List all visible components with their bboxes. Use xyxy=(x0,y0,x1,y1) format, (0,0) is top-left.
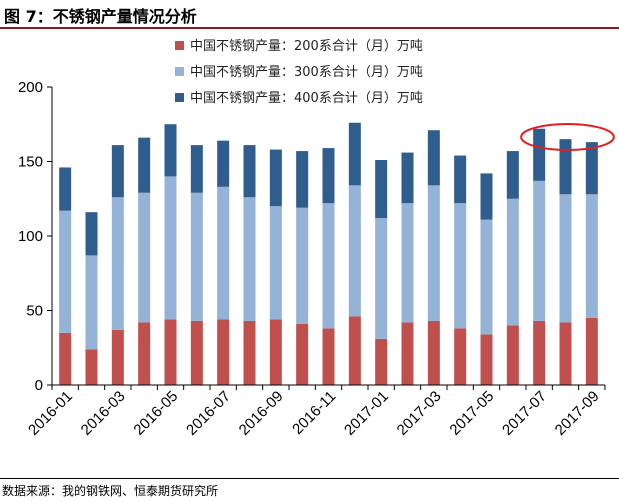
figure-source: 数据来源：我的钢铁网、恒泰期货研究所 xyxy=(2,484,219,498)
bar-2016-11-series-1 xyxy=(322,328,335,385)
bar-2017-07-series-3 xyxy=(533,128,546,181)
source-divider xyxy=(0,478,619,479)
bar-2016-02-series-3 xyxy=(85,212,98,256)
bar-2017-09-series-2 xyxy=(585,194,598,318)
bar-series xyxy=(59,122,598,385)
bar-2016-06-series-2 xyxy=(190,192,203,321)
legend-swatch-1 xyxy=(175,41,184,50)
bar-2017-06-series-3 xyxy=(506,151,519,199)
bar-2017-02-series-2 xyxy=(401,203,414,323)
bar-2016-04-series-2 xyxy=(138,192,151,323)
bar-2016-03-series-2 xyxy=(111,197,124,330)
bar-2017-01-series-1 xyxy=(375,338,388,385)
bar-2016-01-series-3 xyxy=(59,167,72,211)
bar-2016-06-series-3 xyxy=(190,145,203,193)
bar-2017-08-series-2 xyxy=(559,194,572,323)
bar-2016-10-series-1 xyxy=(296,323,309,385)
x-tick-label-2017-01: 2017-01 xyxy=(341,388,392,439)
bar-2016-03-series-3 xyxy=(111,145,124,198)
stacked-bar-chart: 中国不锈钢产量：200系合计（月）万吨中国不锈钢产量：300系合计（月）万吨中国… xyxy=(18,39,615,439)
bar-2017-07-series-1 xyxy=(533,320,546,385)
x-tick-label-2017-07: 2017-07 xyxy=(499,388,550,439)
chart-legend: 中国不锈钢产量：200系合计（月）万吨中国不锈钢产量：300系合计（月）万吨中国… xyxy=(175,39,423,106)
bar-2016-11-series-3 xyxy=(322,148,335,204)
bar-2016-12-series-2 xyxy=(348,185,361,317)
bar-2016-02-series-1 xyxy=(85,349,98,385)
legend-label-1: 中国不锈钢产量：200系合计（月）万吨 xyxy=(190,39,423,54)
bar-2016-01-series-1 xyxy=(59,332,72,385)
annotations xyxy=(520,123,615,151)
x-tick-label-2016-03: 2016-03 xyxy=(78,388,129,439)
bar-2017-06-series-1 xyxy=(506,325,519,385)
bar-2016-04-series-3 xyxy=(138,137,151,193)
x-tick-label-2016-01: 2016-01 xyxy=(25,388,76,439)
bar-2016-09-series-2 xyxy=(269,206,282,320)
bar-2017-09-series-1 xyxy=(585,317,598,385)
bar-2017-08-series-1 xyxy=(559,322,572,385)
bar-2016-05-series-3 xyxy=(164,124,177,177)
bar-2017-04-series-1 xyxy=(454,328,467,385)
bar-2016-05-series-2 xyxy=(164,176,177,320)
legend-swatch-2 xyxy=(175,67,184,76)
bar-2017-02-series-1 xyxy=(401,322,414,385)
bar-2016-12-series-3 xyxy=(348,122,361,186)
bar-2017-06-series-2 xyxy=(506,198,519,326)
highlight-ellipse xyxy=(520,123,615,151)
y-tick-label-4: 200 xyxy=(18,79,43,96)
bar-2017-05-series-2 xyxy=(480,219,493,335)
x-axis: 2016-01 2016-03 2016-05 2016-07 2016-09 2016-… xyxy=(25,384,606,439)
bar-2016-12-series-1 xyxy=(348,316,361,385)
bar-2017-07-series-2 xyxy=(533,180,546,321)
bar-2017-02-series-3 xyxy=(401,152,414,204)
bar-2016-05-series-1 xyxy=(164,319,177,385)
bar-2017-04-series-2 xyxy=(454,203,467,329)
bar-2016-01-series-2 xyxy=(59,210,72,333)
bar-2017-08-series-3 xyxy=(559,139,572,195)
bar-2016-08-series-3 xyxy=(243,145,256,198)
y-tick-label-3: 150 xyxy=(18,154,43,171)
title-underline xyxy=(0,27,619,29)
bar-2016-09-series-3 xyxy=(269,149,282,207)
bar-2016-10-series-3 xyxy=(296,151,309,208)
x-tick-label-2017-09: 2017-09 xyxy=(552,388,603,439)
x-tick-label-2017-05: 2017-05 xyxy=(446,388,497,439)
bar-2017-01-series-3 xyxy=(375,160,388,219)
x-tick-label-2016-07: 2016-07 xyxy=(183,388,234,439)
bar-2016-07-series-3 xyxy=(217,140,230,187)
figure-title-bar: 图 7：不锈钢产量情况分析 xyxy=(0,0,619,29)
bar-2016-08-series-2 xyxy=(243,197,256,321)
bar-2016-11-series-2 xyxy=(322,203,335,329)
bar-2016-07-series-1 xyxy=(217,319,230,385)
bar-2017-04-series-3 xyxy=(454,155,467,204)
bar-2016-08-series-1 xyxy=(243,320,256,385)
bar-2017-05-series-1 xyxy=(480,334,493,385)
bar-2016-06-series-1 xyxy=(190,320,203,385)
figure-title: 图 7：不锈钢产量情况分析 xyxy=(4,7,197,26)
y-tick-label-1: 50 xyxy=(26,303,43,320)
bar-2017-03-series-1 xyxy=(427,320,440,385)
bar-2016-07-series-2 xyxy=(217,186,230,320)
bar-2017-03-series-2 xyxy=(427,185,440,321)
bar-2016-10-series-2 xyxy=(296,207,309,324)
x-tick-label-2016-11: 2016-11 xyxy=(289,388,339,438)
bar-2016-02-series-2 xyxy=(85,255,98,350)
legend-label-2: 中国不锈钢产量：300系合计（月）万吨 xyxy=(190,65,423,80)
bar-2017-09-series-3 xyxy=(585,142,598,195)
x-tick-label-2016-09: 2016-09 xyxy=(236,388,287,439)
y-axis: 0 50 100 150 200 xyxy=(18,79,53,394)
bar-2017-05-series-3 xyxy=(480,173,493,220)
y-tick-label-0: 0 xyxy=(35,377,43,394)
bar-2016-03-series-1 xyxy=(111,329,124,385)
x-tick-label-2016-05: 2016-05 xyxy=(130,388,181,439)
bar-2017-03-series-3 xyxy=(427,130,440,186)
bar-2016-09-series-1 xyxy=(269,319,282,385)
bar-2017-01-series-2 xyxy=(375,218,388,339)
legend-swatch-3 xyxy=(175,93,184,102)
legend-label-3: 中国不锈钢产量：400系合计（月）万吨 xyxy=(190,91,423,106)
x-tick-label-2017-03: 2017-03 xyxy=(394,388,445,439)
y-tick-label-2: 100 xyxy=(18,228,43,245)
bar-2016-04-series-1 xyxy=(138,322,151,385)
